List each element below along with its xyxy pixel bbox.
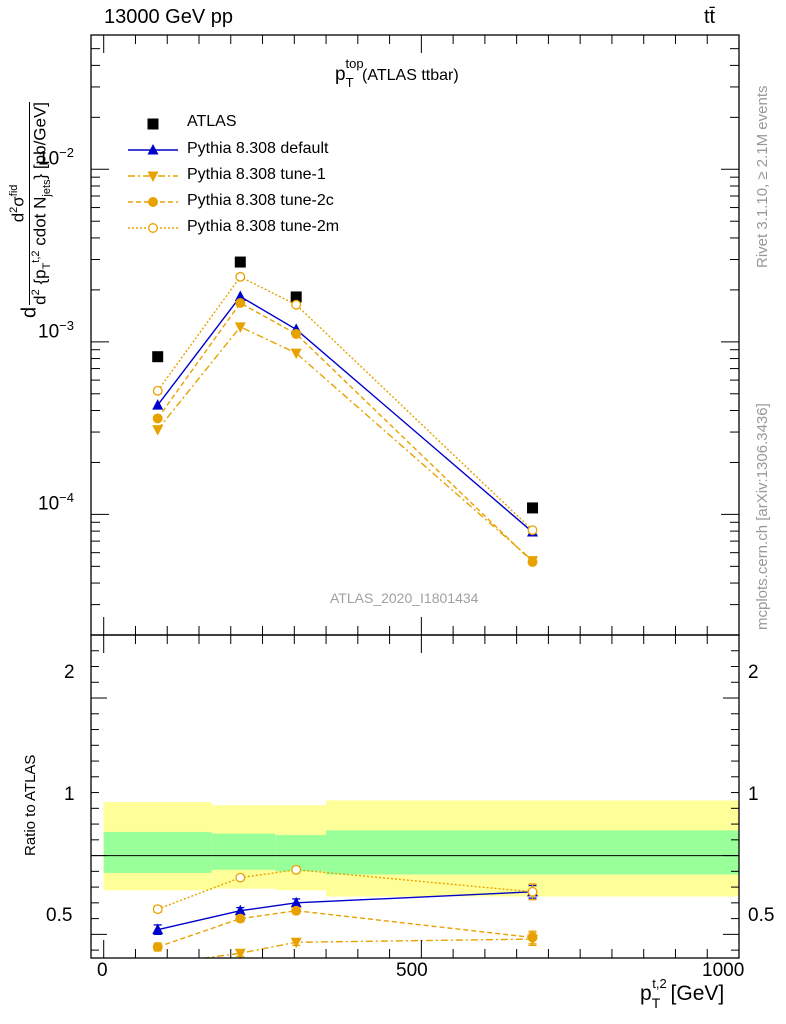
ratio-point-s3-3: [527, 886, 538, 897]
band-inner-3: [326, 830, 739, 875]
collision-label: 13000 GeV pp: [104, 6, 233, 28]
legend: [128, 118, 178, 233]
main-point-s0-3: [527, 502, 539, 514]
x-axis-label: pTt,2 [GeV]: [640, 976, 725, 1011]
ratio-series-line-0: [157, 891, 533, 931]
y-tick-label-1e-4: 10−4: [38, 490, 74, 515]
main-point-s1-0: [152, 399, 164, 410]
legend-label-tune-2m: Pythia 8.308 tune-2m: [187, 218, 340, 235]
band-inner-0: [103, 831, 212, 873]
main-point-s2-0: [152, 425, 164, 436]
legend-label-atlas: ATLAS: [187, 113, 237, 130]
legend-marker-4: [148, 223, 158, 233]
ratio-y-axis-label: Ratio to ATLAS: [22, 754, 39, 856]
analysis-id: ATLAS_2020_I1801434: [330, 590, 479, 606]
main-point-s4-1: [235, 271, 246, 282]
main-point-s0-1: [234, 256, 246, 268]
main-series-line-1: [157, 295, 533, 533]
legend-label-tune-2c: Pythia 8.308 tune-2c: [187, 192, 334, 209]
ratio-point-s2-3: [527, 932, 538, 943]
main-point-s3-3: [527, 557, 538, 567]
ratio-point-s2-0: [152, 942, 163, 952]
ratio-point-s2-1: [235, 913, 246, 924]
process-label: tt̄: [704, 6, 716, 28]
main-series-line-3: [157, 302, 534, 563]
ratio-series-line-1: [199, 938, 533, 958]
ratio-y-tick-label-05-right: 0.5: [748, 905, 775, 926]
axis-ticks: [91, 34, 740, 958]
main-series-line-4: [157, 275, 534, 531]
x-tick-label-500: 500: [396, 960, 428, 981]
ratio-uncertainty-bands: [91, 800, 739, 897]
ratio-y-tick-label-1-left: 1: [64, 784, 75, 805]
ratio-point-s2-2: [291, 905, 302, 916]
main-point-s0-0: [152, 351, 164, 363]
legend-marker-2: [147, 171, 159, 182]
legend-marker-0: [147, 118, 159, 130]
band-inner-2: [275, 835, 327, 872]
ratio-point-s0-0: [152, 923, 164, 935]
main-panel-marks: [152, 256, 539, 567]
x-tick-label-0: 0: [97, 960, 108, 981]
main-point-s3-0: [152, 413, 163, 424]
main-point-s1-1: [234, 290, 246, 302]
x-tick-label-1000: 1000: [702, 960, 745, 981]
ratio-series-line-3: [157, 869, 533, 910]
mcplots-label: mcplots.cern.ch [arXiv:1306.3436]: [754, 403, 771, 630]
ratio-point-s3-1: [235, 872, 246, 883]
ratio-point-s3-2: [291, 864, 302, 875]
ratio-panel-marks: [152, 864, 539, 971]
main-point-s3-2: [291, 329, 302, 339]
y-tick-label-1e-2: 10−2: [38, 145, 74, 170]
main-point-s4-3: [527, 525, 538, 536]
plot-title: pTtop (ATLAS ttbar): [335, 56, 459, 90]
legend-marker-1: [147, 144, 159, 155]
main-point-s0-2: [290, 291, 302, 303]
ratio-point-s1-1: [234, 948, 246, 958]
panel-frames: [90, 34, 740, 959]
ratio-point-s1-0: [152, 960, 163, 971]
legend-label-tune-1: Pythia 8.308 tune-1: [187, 166, 326, 183]
ratio-y-tick-label-1-right: 1: [748, 784, 759, 805]
main-point-s2-2: [290, 348, 302, 360]
main-point-s4-0: [152, 385, 163, 396]
main-series-line-2: [157, 326, 533, 562]
main-y-axis-label: d d2σfid d2 {pTt,2 cdot Njets} [pb/GeV]: [8, 101, 53, 318]
ratio-y-tick-label-05-left: 0.5: [46, 905, 73, 926]
ratio-point-s0-2: [290, 896, 302, 908]
ratio-point-s3-0: [152, 904, 163, 915]
ratio-point-s0-1: [234, 904, 246, 916]
main-point-s2-1: [234, 322, 246, 333]
legend-label-default: Pythia 8.308 default: [187, 140, 329, 157]
rivet-label: Rivet 3.1.10, ≥ 2.1M events: [754, 85, 771, 269]
y-tick-label-1e-3: 10−3: [38, 318, 74, 343]
main-point-s4-2: [291, 299, 302, 310]
legend-marker-3: [148, 197, 158, 207]
main-point-s3-1: [235, 298, 246, 308]
ratio-y-tick-label-2-left: 2: [64, 662, 75, 683]
band-inner-1: [211, 833, 276, 870]
ratio-y-tick-label-2-right: 2: [748, 662, 759, 683]
ratio-series-line-2: [157, 910, 533, 948]
ratio-point-s1-2: [290, 937, 302, 949]
ratio-frame: [90, 634, 740, 959]
plot-title-suffix: (ATLAS ttbar): [357, 67, 459, 84]
